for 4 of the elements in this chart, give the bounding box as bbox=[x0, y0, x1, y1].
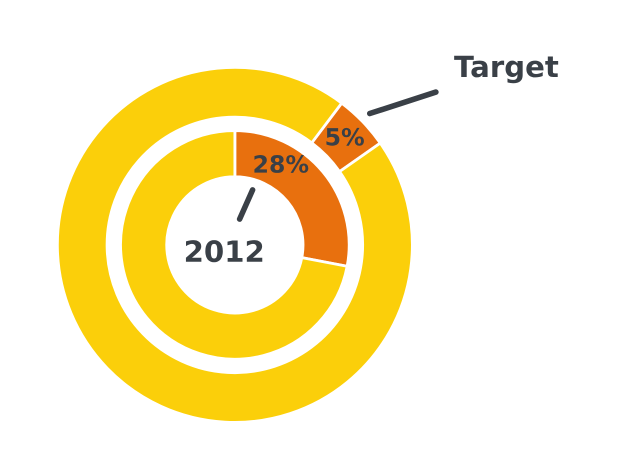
data-label: 28% bbox=[254, 155, 308, 173]
data-label: 5% bbox=[326, 128, 364, 146]
slice-label: Target bbox=[454, 56, 558, 84]
slice-label: 2012 bbox=[186, 240, 262, 262]
